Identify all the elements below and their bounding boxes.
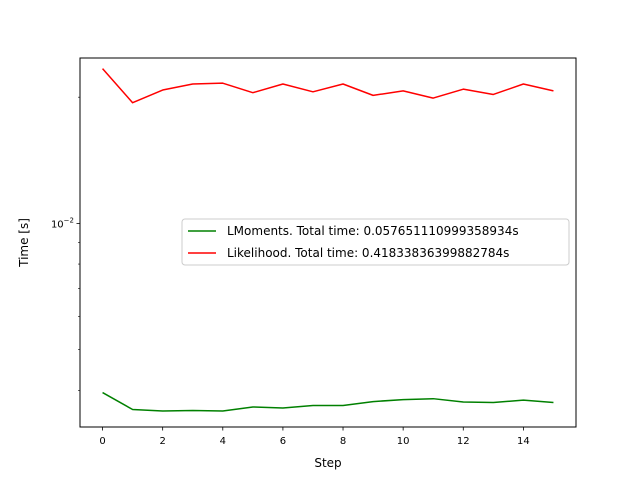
x-tick-label: 8: [340, 436, 346, 447]
series-line-1: [101, 68, 554, 104]
series-line-0: [102, 391, 554, 412]
x-axis: 0 2 4 6 8 10 12 14: [99, 427, 530, 447]
x-tick-label: 0: [99, 436, 105, 447]
x-tick-label: 10: [397, 436, 410, 447]
y-axis-label: Time [s]: [17, 218, 31, 268]
legend: LMoments. Total time: 0.0576511109993589…: [181, 218, 570, 266]
x-tick-label: 2: [159, 436, 165, 447]
x-tick-label: 12: [457, 436, 470, 447]
x-tick-label: 4: [220, 436, 226, 447]
y-axis: 10−2: [51, 96, 80, 391]
x-tick-label: 14: [517, 436, 530, 447]
x-tick-label: 6: [280, 436, 286, 447]
legend-box: [181, 218, 570, 266]
series-layer: [101, 68, 554, 412]
y-tick-label: 10−2: [51, 216, 74, 230]
x-axis-label: Step: [314, 456, 341, 470]
legend-label-1: Likelihood. Total time: 0.41833836399882…: [227, 246, 509, 260]
legend-label-0: LMoments. Total time: 0.0576511109993589…: [227, 224, 519, 238]
